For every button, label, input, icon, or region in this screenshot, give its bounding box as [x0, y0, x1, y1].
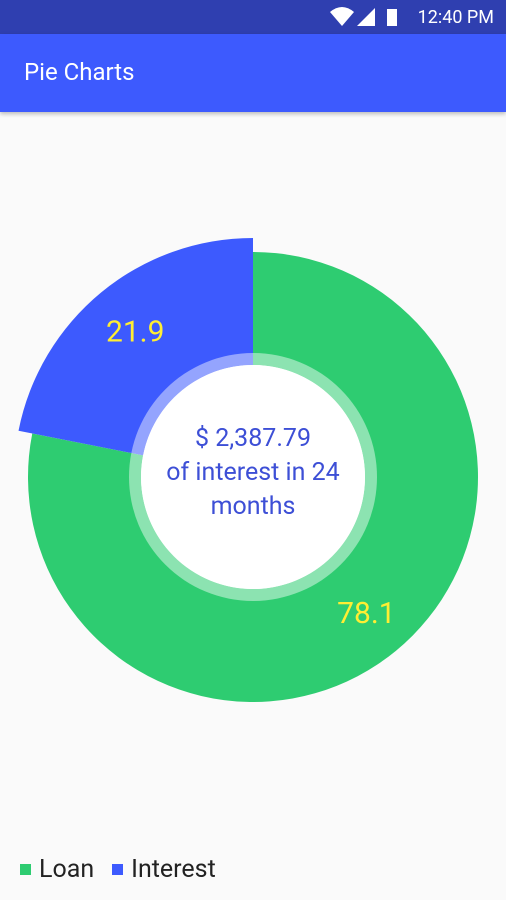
legend: Loan Interest: [20, 855, 234, 884]
legend-label: Loan: [39, 855, 95, 884]
pie-slice: [18, 238, 254, 456]
legend-swatch: [20, 864, 31, 875]
center-caption: of interest in 24 months: [166, 458, 340, 521]
status-icons: [330, 7, 397, 26]
center-amount: $ 2,387.79: [194, 424, 312, 453]
app-bar: Pie Charts: [0, 34, 506, 112]
pie-slice: [28, 252, 479, 702]
app-title: Pie Charts: [24, 58, 135, 86]
legend-swatch: [112, 864, 124, 875]
status-bar: 12:40 PM: [0, 0, 506, 34]
center-text: $ 2,387.79 of interest in 24 months: [143, 422, 363, 524]
legend-label: Interest: [131, 855, 216, 884]
slice-label: 78.1: [337, 596, 396, 631]
legend-item: Interest: [112, 855, 216, 884]
slice-label: 21.9: [106, 315, 165, 350]
hole: [141, 365, 365, 589]
legend-item: Loan: [20, 855, 94, 884]
chart: 78.1 21.9: [18, 238, 479, 702]
status-time: 12:40 PM: [417, 7, 494, 28]
